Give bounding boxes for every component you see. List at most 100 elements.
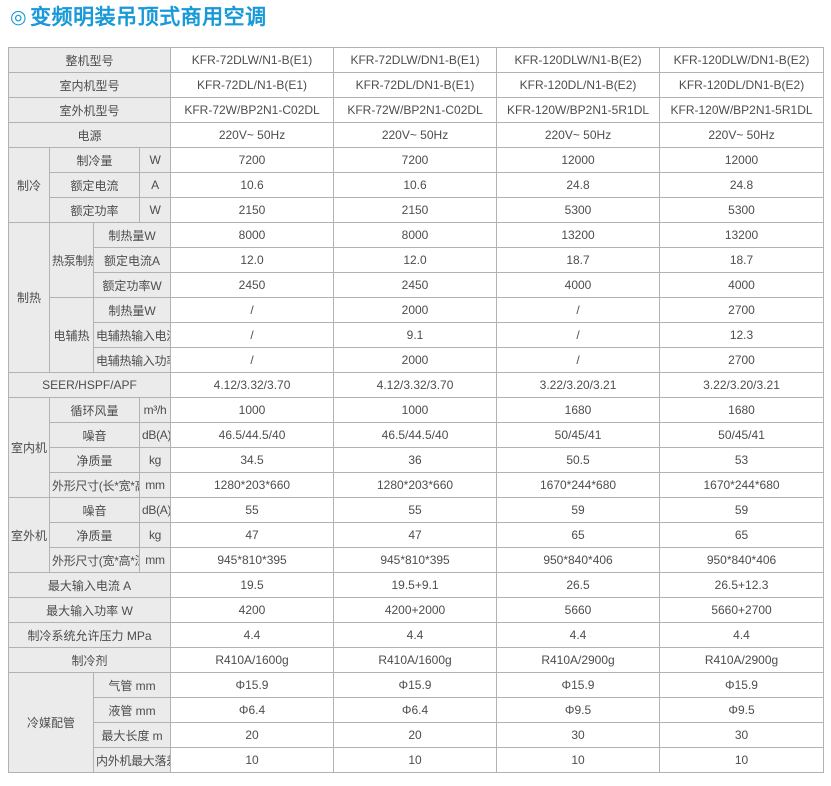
spec-value: 4.12/3.32/3.70 [170, 372, 335, 398]
spec-value: Φ6.4 [333, 697, 498, 723]
unit-label: W [138, 147, 172, 173]
spec-value: KFR-120DL/N1-B(E2) [496, 72, 661, 98]
spec-value: 59 [659, 497, 825, 523]
row-label: 外形尺寸(长*宽*高) [49, 472, 140, 498]
spec-value: / [170, 322, 335, 348]
table-row: 冷媒配管 气管 mm Φ15.9 Φ15.9 Φ15.9 Φ15.9 [8, 672, 825, 773]
spec-value: / [170, 297, 335, 323]
row-label: 电辅热输入电流A [92, 322, 172, 348]
row-label: 整机型号 [7, 47, 172, 73]
spec-value: 1000 [333, 397, 498, 423]
spec-value: 18.7 [659, 247, 825, 273]
table-row: 整机型号 KFR-72DLW/N1-B(E1) KFR-72DLW/DN1-B(… [7, 47, 825, 73]
spec-value: 220V~ 50Hz [170, 122, 335, 148]
row-label: 液管 mm [92, 697, 172, 723]
table-row: 电辅热 制热量W / 2000 / 2700 [9, 297, 825, 373]
spec-value: KFR-72W/BP2N1-C02DL [333, 97, 498, 123]
spec-value: 10.6 [170, 172, 335, 198]
spec-value: 55 [333, 497, 498, 523]
row-label: 噪音 [49, 422, 140, 448]
row-label: 噪音 [49, 497, 140, 523]
spec-value: 3.22/3.20/3.21 [496, 372, 661, 398]
row-label: 最大输入电流 A [7, 572, 172, 598]
table-row: 额定功率 W 2150 2150 5300 5300 [9, 197, 825, 223]
spec-value: 2700 [659, 347, 825, 373]
spec-value: KFR-72W/BP2N1-C02DL [170, 97, 335, 123]
spec-value: 4000 [659, 272, 825, 298]
unit-label: W [138, 197, 172, 223]
spec-value: 1680 [659, 397, 825, 423]
spec-value: Φ9.5 [496, 697, 661, 723]
spec-value: 20 [170, 722, 335, 748]
spec-value: Φ9.5 [659, 697, 825, 723]
table-row: 室内机型号 KFR-72DL/N1-B(E1) KFR-72DL/DN1-B(E… [7, 72, 825, 98]
row-label: 额定电流 [49, 172, 140, 198]
spec-value: 50.5 [496, 447, 661, 473]
table-row: 室内机 循环风量 m³/h 1000 1000 1680 1680 [8, 397, 825, 498]
spec-value: 47 [333, 522, 498, 548]
spec-value: 12.0 [170, 247, 335, 273]
spec-value: 1280*203*660 [333, 472, 498, 498]
spec-value: 4000 [496, 272, 661, 298]
table-row: 内外机最大落差 m 10 10 10 10 [9, 747, 825, 773]
table-row: 电辅热输入电流A / 9.1 / 12.3 [9, 322, 825, 348]
table-row: 制热 热泵制热 制热量W 8000 8000 13200 13200 [8, 222, 825, 373]
subgroup-label: 电辅热 [49, 297, 94, 373]
spec-value: R410A/1600g [333, 647, 498, 673]
spec-value: 8000 [170, 222, 335, 248]
table-row: 最大长度 m 20 20 30 30 [9, 722, 825, 748]
spec-value: 46.5/44.5/40 [170, 422, 335, 448]
row-label: 制热量W [92, 297, 172, 323]
spec-value: 24.8 [496, 172, 661, 198]
spec-value: 1000 [170, 397, 335, 423]
table-row: 净质量 kg 34.5 36 50.5 53 [9, 447, 825, 473]
spec-value: 50/45/41 [496, 422, 661, 448]
table-row: 外形尺寸(长*宽*高) mm 1280*203*660 1280*203*660… [9, 472, 825, 498]
spec-value: KFR-120DLW/DN1-B(E2) [659, 47, 825, 73]
spec-value: / [496, 297, 661, 323]
spec-value: 4.12/3.32/3.70 [333, 372, 498, 398]
spec-value: Φ15.9 [496, 672, 661, 698]
group-label: 室外机 [8, 497, 50, 573]
spec-value: 12.0 [333, 247, 498, 273]
spec-value: 5300 [496, 197, 661, 223]
spec-value: 36 [333, 447, 498, 473]
spec-value: 19.5 [170, 572, 335, 598]
spec-value: 5660 [496, 597, 661, 623]
row-label: 外形尺寸(宽*高*深) [49, 547, 140, 573]
table-row: SEER/HSPF/APF 4.12/3.32/3.70 4.12/3.32/3… [7, 372, 825, 398]
row-label: 最大长度 m [92, 722, 172, 748]
table-row: 噪音 dB(A) 46.5/44.5/40 46.5/44.5/40 50/45… [9, 422, 825, 448]
spec-value: 12000 [659, 147, 825, 173]
spec-value: KFR-72DL/N1-B(E1) [170, 72, 335, 98]
row-label: 室外机型号 [7, 97, 172, 123]
spec-value: 220V~ 50Hz [333, 122, 498, 148]
spec-value: 4.4 [170, 622, 335, 648]
table-row: 最大输入电流 A 19.5 19.5+9.1 26.5 26.5+12.3 [7, 572, 825, 598]
table-row: 制冷 制冷量 W 7200 7200 12000 12000 [8, 147, 825, 223]
spec-value: / [496, 347, 661, 373]
spec-value: 30 [659, 722, 825, 748]
spec-table: 整机型号 KFR-72DLW/N1-B(E1) KFR-72DLW/DN1-B(… [7, 47, 825, 773]
spec-value: 4.4 [496, 622, 661, 648]
table-row: 液管 mm Φ6.4 Φ6.4 Φ9.5 Φ9.5 [9, 697, 825, 723]
spec-value: 18.7 [496, 247, 661, 273]
spec-value: 53 [659, 447, 825, 473]
spec-value: 220V~ 50Hz [496, 122, 661, 148]
page-title: ◎ 变频明装吊顶式商用空调 [10, 4, 831, 32]
row-label: 额定功率W [92, 272, 172, 298]
unit-label: m³/h [138, 397, 172, 423]
table-row: 额定功率W 2450 2450 4000 4000 [9, 272, 825, 298]
spec-value: 10 [170, 747, 335, 773]
table-row: 额定电流A 12.0 12.0 18.7 18.7 [9, 247, 825, 273]
spec-value: 5660+2700 [659, 597, 825, 623]
spec-value: 1680 [496, 397, 661, 423]
table-row: 最大输入功率 W 4200 4200+2000 5660 5660+2700 [7, 597, 825, 623]
spec-value: 4.4 [659, 622, 825, 648]
row-label: 额定功率 [49, 197, 140, 223]
row-label: 制冷剂 [7, 647, 172, 673]
row-label: 净质量 [49, 447, 140, 473]
spec-value: 13200 [659, 222, 825, 248]
spec-value: KFR-72DLW/N1-B(E1) [170, 47, 335, 73]
spec-value: 47 [170, 522, 335, 548]
